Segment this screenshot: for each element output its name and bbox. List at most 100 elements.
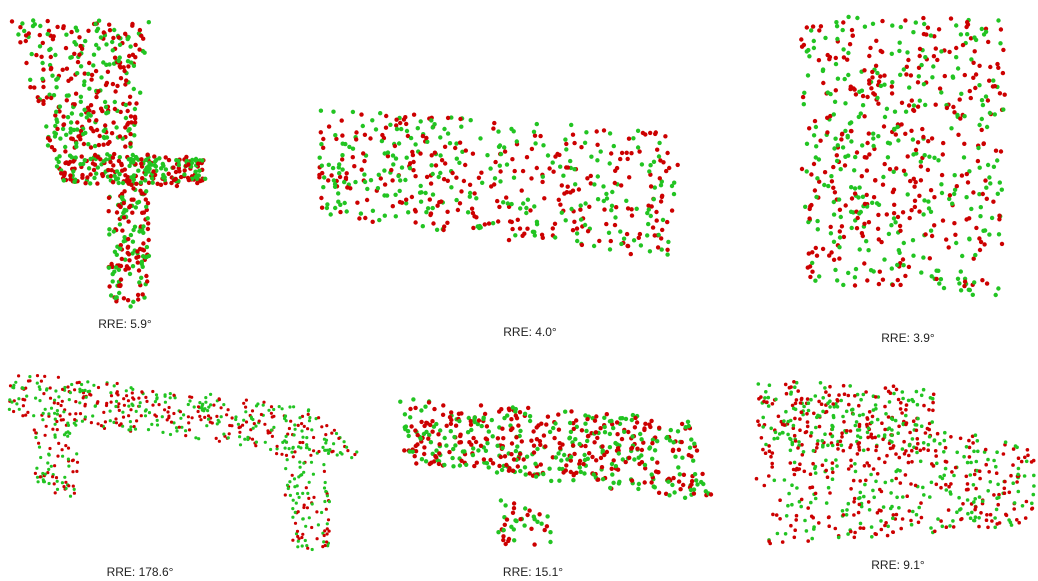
point [437,462,441,466]
point [21,398,24,401]
point [288,447,291,450]
point [853,394,857,398]
point [831,165,835,169]
point [522,232,526,236]
point [329,173,333,177]
point [610,472,614,476]
point [608,432,612,436]
point [333,206,337,210]
point [933,438,937,442]
point [306,547,309,550]
point [59,414,62,417]
point [518,206,522,210]
point [539,462,543,466]
point [1001,48,1005,52]
point [419,119,423,123]
point [429,211,433,215]
point [95,128,99,132]
point [188,399,191,402]
point [126,64,130,68]
point [485,153,489,157]
point [554,455,558,459]
point [238,431,241,434]
point [91,63,95,67]
point [793,385,797,389]
point [133,115,137,119]
point [510,227,514,231]
point [885,107,889,111]
point [850,28,854,32]
point [630,213,634,217]
point [405,129,409,133]
point [793,536,797,540]
point [385,193,389,197]
point [458,141,462,145]
point [327,518,330,521]
point [104,105,108,109]
point [595,143,599,147]
point [419,437,423,441]
point [837,256,841,260]
point [477,176,481,180]
point [891,418,895,422]
point [921,16,925,20]
point [403,178,407,182]
point [76,134,80,138]
point [890,84,894,88]
point [144,189,148,193]
point [833,268,837,272]
point [501,200,505,204]
point [543,444,547,448]
point [508,219,512,223]
point [129,425,132,428]
point [812,412,816,416]
point [307,413,310,416]
point [131,160,135,164]
point [307,497,310,500]
point [962,455,966,459]
point [454,424,458,428]
point [950,470,954,474]
point [156,396,159,399]
point [276,445,279,448]
point [863,483,867,487]
point [580,428,584,432]
point [141,292,145,296]
point [288,427,291,430]
point [954,241,958,245]
point [398,189,402,193]
point [308,416,311,419]
point [996,18,1000,22]
point [136,260,140,264]
point [916,417,920,421]
point-clouds [8,15,1036,551]
point [609,239,613,243]
point [899,407,903,411]
point [175,426,178,429]
point [904,408,908,412]
point [930,481,934,485]
point [501,534,505,538]
point [581,462,585,466]
point [964,25,968,29]
point [615,442,619,446]
point [658,176,662,180]
point [571,228,575,232]
point [497,409,501,413]
point [777,415,781,419]
point [854,92,858,96]
point [308,516,311,519]
point [535,166,539,170]
point [100,172,104,176]
point [596,197,600,201]
point [291,516,294,519]
point [474,440,478,444]
point [124,116,128,120]
point [978,248,982,252]
point [40,77,44,81]
point [993,526,997,530]
point [610,204,614,208]
point [984,94,988,98]
point [297,445,300,448]
point [812,46,816,50]
